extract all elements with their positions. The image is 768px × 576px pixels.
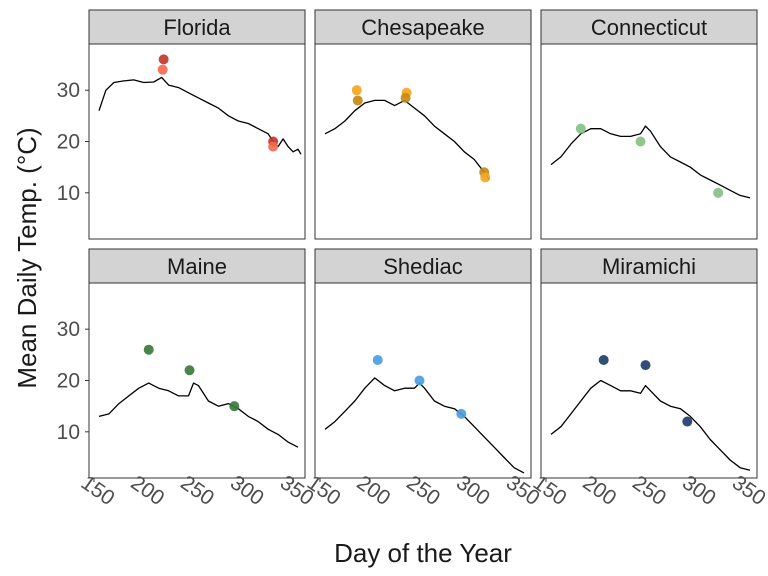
- y-axis-title: Mean Daily Temp. (°C): [12, 127, 42, 388]
- facet-label-shediac: Shediac: [383, 254, 463, 279]
- facet-strip-florida: [88, 9, 306, 45]
- facet-chesapeake: Chesapeake: [314, 9, 532, 240]
- facet-label-chesapeake: Chesapeake: [361, 15, 485, 40]
- data-point-shediac-3: [456, 408, 467, 419]
- temperature-line-shediac: [324, 377, 525, 474]
- y-tick-label: 30: [57, 79, 80, 102]
- facet-panel-connecticut: [540, 43, 758, 240]
- facet-strip-miramichi: [540, 248, 758, 284]
- data-point-florida-4: [268, 141, 279, 152]
- facet-miramichi: Miramichi: [540, 248, 758, 479]
- data-point-miramichi-3: [682, 416, 693, 427]
- data-point-chesapeake-1: [351, 85, 362, 96]
- data-point-maine-1: [143, 344, 154, 355]
- data-point-maine-2: [184, 365, 195, 376]
- data-point-maine-3: [229, 401, 240, 412]
- data-point-chesapeake-4: [400, 92, 411, 103]
- facet-panel-maine: [88, 282, 306, 479]
- facet-label-maine: Maine: [167, 254, 227, 279]
- x-axis-title: Day of the Year: [334, 538, 512, 568]
- y-tick-label: 20: [57, 370, 80, 393]
- facet-connecticut: Connecticut: [540, 9, 758, 240]
- facet-panel-miramichi: [540, 282, 758, 479]
- data-point-miramichi-1: [598, 354, 609, 365]
- facet-label-florida: Florida: [163, 15, 231, 40]
- facet-panel-chesapeake: [314, 43, 532, 240]
- facet-strip-chesapeake: [314, 9, 532, 45]
- temperature-line-miramichi: [550, 379, 751, 471]
- y-axis: 10 20 30 10 20 30: [57, 79, 89, 444]
- temperature-line-maine: [98, 382, 299, 448]
- data-point-shediac-1: [372, 354, 383, 365]
- y-tick-label: 20: [57, 131, 80, 154]
- facet-shediac: Shediac: [314, 248, 532, 479]
- facet-strip-maine: [88, 248, 306, 284]
- y-tick-label: 30: [57, 318, 80, 341]
- data-point-miramichi-2: [640, 360, 651, 371]
- temperature-line-florida: [98, 76, 302, 155]
- facet-label-miramichi: Miramichi: [602, 254, 696, 279]
- facet-maine: Maine: [88, 248, 306, 479]
- facet-florida: Florida: [88, 9, 306, 240]
- facet-strip-connecticut: [540, 9, 758, 45]
- facet-panels: Florida Chesapeake Connecticut Maine Shediac…: [88, 9, 758, 479]
- y-tick-label: 10: [57, 182, 80, 205]
- data-point-chesapeake-6: [480, 172, 491, 183]
- data-point-connecticut-2: [635, 136, 646, 147]
- data-point-florida-2: [157, 64, 168, 75]
- y-tick-label: 10: [57, 421, 80, 444]
- data-point-chesapeake-2: [352, 95, 363, 106]
- temperature-line-chesapeake: [324, 99, 490, 181]
- data-point-connecticut-3: [713, 187, 724, 198]
- data-point-florida-1: [158, 54, 169, 65]
- data-point-shediac-2: [414, 375, 425, 386]
- facet-label-connecticut: Connecticut: [591, 15, 707, 40]
- data-point-connecticut-1: [575, 123, 586, 134]
- facet-strip-shediac: [314, 248, 532, 284]
- temperature-line-connecticut: [550, 125, 751, 199]
